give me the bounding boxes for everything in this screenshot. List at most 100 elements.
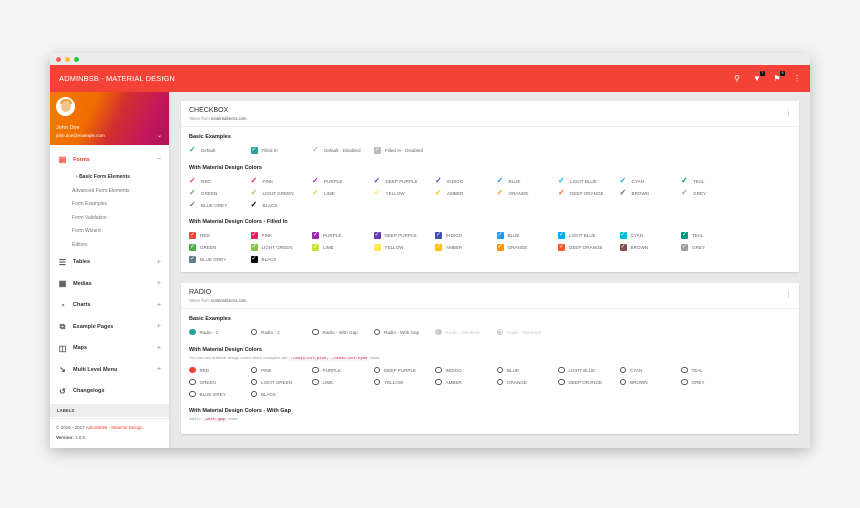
checkbox-red[interactable]: ✓ RED bbox=[189, 176, 211, 185]
sidebar-subitem-form-examples[interactable]: Form Examples bbox=[72, 201, 108, 208]
checkbox-filled-grey[interactable]: ✓ GREY bbox=[681, 243, 706, 251]
sidebar-subitem-advanced-form-elements[interactable]: Advanced Form Elements bbox=[72, 187, 130, 194]
checkbox-cyan[interactable]: ✓ CYAN bbox=[619, 176, 644, 185]
expand-icon[interactable]: + bbox=[156, 344, 161, 352]
chevron-down-icon[interactable]: ⌄ bbox=[156, 133, 162, 139]
checkbox-light-green[interactable]: ✓ LIGHT GREEN bbox=[250, 188, 294, 197]
checkbox-filled-red[interactable]: ✓ RED bbox=[189, 231, 210, 239]
radio-teal[interactable]: TEAL bbox=[681, 366, 743, 374]
notifications-icon[interactable]: ▼ 7 bbox=[753, 70, 765, 83]
checkbox-filled-purple[interactable]: ✓ PURPLE bbox=[312, 231, 342, 239]
checkbox-purple[interactable]: ✓ PURPLE bbox=[312, 176, 343, 185]
checkbox-pink[interactable]: ✓ PINK bbox=[250, 176, 274, 185]
more-vert-icon[interactable]: ⋮ bbox=[785, 292, 792, 299]
checkbox-filled-deep-purple[interactable]: ✓ DEEP PURPLE bbox=[373, 231, 417, 239]
checkbox-filled-light-blue[interactable]: ✓ LIGHT BLUE bbox=[558, 231, 596, 239]
checkbox-indigo[interactable]: ✓ INDIGO bbox=[435, 176, 464, 185]
radio-orange[interactable]: ORANGE bbox=[496, 378, 559, 386]
check-icon: ✓ bbox=[250, 255, 258, 263]
radio-1[interactable]: Radio - 1 bbox=[189, 328, 251, 336]
radio-with-gap-2[interactable]: Radio - With Gap bbox=[373, 328, 436, 336]
checkbox-filled-light-green[interactable]: ✓ LIGHT GREEN bbox=[250, 243, 293, 251]
checkbox-deep-orange[interactable]: ✓ DEEP ORANGE bbox=[558, 188, 604, 197]
radio-cyan[interactable]: CYAN bbox=[619, 366, 682, 374]
radio-blue-grey[interactable]: BLUE GREY bbox=[189, 390, 251, 398]
checkbox-light-blue[interactable]: ✓ LIGHT BLUE bbox=[558, 176, 597, 185]
radio-purple[interactable]: PURPLE bbox=[312, 366, 374, 374]
expand-icon[interactable]: + bbox=[156, 323, 161, 331]
checkbox-black[interactable]: ✓ BLACK bbox=[250, 200, 278, 209]
radio-red[interactable]: RED bbox=[189, 366, 251, 374]
flag-icon[interactable]: ⚑ 9 bbox=[773, 70, 785, 83]
radio-yellow[interactable]: YELLOW bbox=[373, 378, 436, 386]
checkbox-filled-blue[interactable]: ✓ BLUE bbox=[496, 231, 520, 239]
checkbox-orange[interactable]: ✓ ORANGE bbox=[496, 188, 529, 197]
radio-with-gap-1[interactable]: Radio - With Gap bbox=[312, 328, 374, 336]
radio-indigo[interactable]: INDIGO bbox=[435, 366, 497, 374]
checkbox-yellow[interactable]: ✓ YELLOW bbox=[373, 188, 405, 197]
sidebar-item-changelogs[interactable]: ↺ Changelogs bbox=[59, 386, 105, 396]
checkbox-filled-deep-orange[interactable]: ✓ DEEP ORANGE bbox=[558, 243, 603, 251]
sidebar-item-tables[interactable]: ☰ Tables + bbox=[58, 257, 161, 267]
checkbox-blue[interactable]: ✓ BLUE bbox=[496, 176, 521, 185]
maximize-dot[interactable] bbox=[74, 56, 79, 62]
checkbox-filled-brown[interactable]: ✓ BROWN bbox=[619, 243, 649, 251]
checkbox-filled-teal[interactable]: ✓ TEAL bbox=[681, 231, 704, 239]
radio-2[interactable]: Radio - 2 bbox=[250, 328, 313, 336]
expand-icon[interactable]: + bbox=[156, 280, 161, 288]
checkbox-filled-blue-grey[interactable]: ✓ BLUE GREY bbox=[189, 255, 227, 263]
checkbox-filled-orange[interactable]: ✓ ORANGE bbox=[496, 243, 528, 251]
expand-icon[interactable]: + bbox=[156, 258, 161, 266]
sidebar-item-maps[interactable]: ◫ Maps + bbox=[58, 343, 161, 353]
sidebar-subitem-editors[interactable]: Editors bbox=[72, 241, 88, 248]
footer-brand-link[interactable]: AdminBSB - Material Design. bbox=[85, 425, 144, 430]
checkbox-blue-grey[interactable]: ✓ BLUE GREY bbox=[189, 200, 228, 209]
checkbox-filled-lime[interactable]: ✓ LIME bbox=[312, 243, 334, 251]
checkbox-teal[interactable]: ✓ TEAL bbox=[681, 176, 705, 185]
sidebar-subitem-basic-form-elements[interactable]: › Basic Form Elements bbox=[76, 174, 130, 181]
radio-blue[interactable]: BLUE bbox=[496, 366, 559, 374]
checkbox-filled-cyan[interactable]: ✓ CYAN bbox=[619, 231, 643, 239]
checkbox-amber[interactable]: ✓ AMBER bbox=[435, 188, 464, 197]
sidebar-item-charts[interactable]: ◔ Charts + bbox=[50, 295, 169, 317]
checkbox-filled-in[interactable]: ✓ Filled In bbox=[250, 146, 278, 154]
expand-icon[interactable]: + bbox=[156, 301, 161, 309]
radio-brown[interactable]: BROWN bbox=[619, 378, 682, 386]
radio-deep-purple[interactable]: DEEP PURPLE bbox=[373, 366, 436, 374]
radio-pink[interactable]: PINK bbox=[250, 366, 313, 374]
sidebar-item-forms[interactable]: ▤ Forms − bbox=[50, 149, 169, 171]
close-dot[interactable] bbox=[56, 56, 61, 62]
radio-light-green[interactable]: LIGHT GREEN bbox=[250, 378, 313, 386]
checkbox-filled-black[interactable]: ✓ BLACK bbox=[250, 255, 277, 263]
checkbox-filled-indigo[interactable]: ✓ INDIGO bbox=[435, 231, 463, 239]
more-vert-icon[interactable]: ⋮ bbox=[793, 73, 801, 83]
search-icon[interactable]: ⚲ bbox=[734, 73, 740, 83]
collapse-icon[interactable]: − bbox=[156, 156, 161, 164]
checkbox-deep-purple[interactable]: ✓ DEEP PURPLE bbox=[373, 176, 418, 185]
app-title[interactable]: ADMINBSB - MATERIAL DESIGN bbox=[59, 74, 175, 83]
checkbox-green[interactable]: ✓ GREEN bbox=[189, 188, 218, 197]
checkbox-grey[interactable]: ✓ GREY bbox=[681, 188, 707, 197]
radio-light-blue[interactable]: LIGHT BLUE bbox=[558, 366, 620, 374]
checkbox-filled-yellow[interactable]: ✓ YELLOW bbox=[373, 243, 404, 251]
more-vert-icon[interactable]: ⋮ bbox=[785, 110, 792, 117]
radio-grey[interactable]: GREY bbox=[681, 378, 743, 386]
checkbox-filled-amber[interactable]: ✓ AMBER bbox=[435, 243, 463, 251]
checkbox-lime[interactable]: ✓ LIME bbox=[312, 188, 335, 197]
radio-green[interactable]: GREEN bbox=[189, 378, 251, 386]
sidebar-item-multi-level-menu[interactable]: ↘ Multi Level Menu + bbox=[59, 365, 161, 375]
expand-icon[interactable]: + bbox=[156, 366, 161, 374]
radio-black[interactable]: BLACK bbox=[250, 390, 313, 398]
checkbox-filled-pink[interactable]: ✓ PINK bbox=[250, 231, 273, 239]
sidebar-item-medias[interactable]: ▦ Medias + bbox=[58, 279, 161, 289]
checkbox-default[interactable]: ✓ Default bbox=[189, 145, 216, 154]
radio-amber[interactable]: AMBER bbox=[435, 378, 497, 386]
minimize-dot[interactable] bbox=[65, 56, 70, 62]
sidebar-subitem-form-wizard[interactable]: Form Wizard bbox=[72, 228, 101, 235]
sidebar-item-example-pages[interactable]: ⧉ Example Pages + bbox=[59, 322, 161, 332]
sidebar-subitem-form-validation[interactable]: Form Validation bbox=[72, 214, 107, 221]
checkbox-filled-green[interactable]: ✓ GREEN bbox=[189, 243, 217, 251]
radio-lime[interactable]: LIME bbox=[312, 378, 374, 386]
radio-deep-orange[interactable]: DEEP ORANGE bbox=[558, 378, 620, 386]
checkbox-brown[interactable]: ✓ BROWN bbox=[619, 188, 650, 197]
